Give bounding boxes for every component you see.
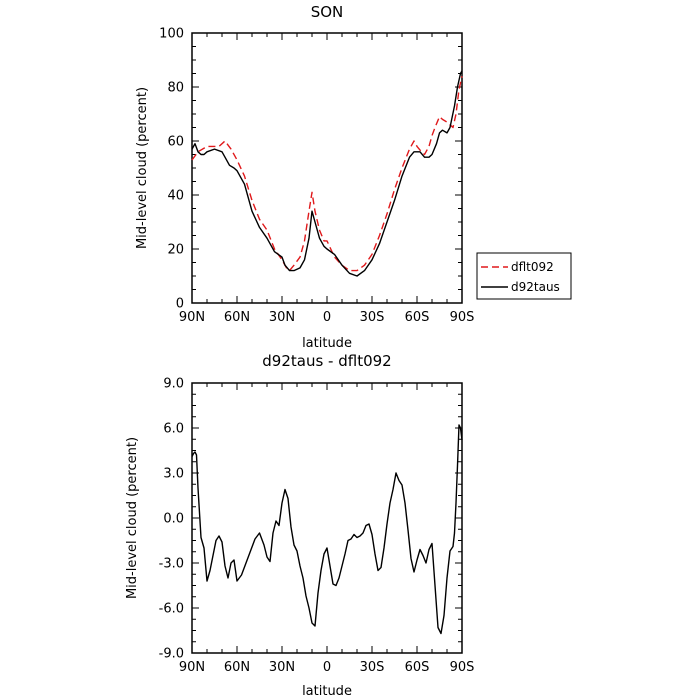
x-tick-label: 60S <box>405 310 430 325</box>
x-tick-label: 0 <box>323 660 331 675</box>
bottom-panel: d92taus - dflt092 -9.0-6.0-3.00.03.06.09… <box>125 352 474 699</box>
y-tick-label: 100 <box>159 27 184 42</box>
y-tick-label: 9.0 <box>163 377 184 392</box>
x-tick-label: 60N <box>224 310 250 325</box>
x-tick-label: 60S <box>405 660 430 675</box>
y-tick-label: -3.0 <box>159 557 184 572</box>
y-tick-label: -6.0 <box>159 602 184 617</box>
top-ylabel: Mid-level cloud (percent) <box>135 87 150 249</box>
y-tick-label: 0.0 <box>163 512 184 527</box>
x-tick-label: 0 <box>323 310 331 325</box>
y-tick-label: -9.0 <box>159 647 184 662</box>
x-tick-label: 60N <box>224 660 250 675</box>
y-tick-label: 0 <box>176 297 184 312</box>
y-tick-label: 40 <box>167 189 184 204</box>
x-tick-label: 90N <box>179 310 205 325</box>
bottom-series-lines <box>191 424 463 635</box>
top-x-ticks: 90N 60N 30N 0 30S 60S 90S <box>179 33 475 325</box>
legend-box <box>476 252 572 300</box>
bottom-xlabel: latitude <box>302 684 352 699</box>
x-tick-label: 30N <box>269 310 295 325</box>
y-tick-label: 20 <box>167 243 184 258</box>
y-tick-label: 6.0 <box>163 422 184 437</box>
legend: dflt092 d92taus <box>476 252 572 300</box>
x-tick-label: 90S <box>450 660 475 675</box>
top-panel: SON 0 20 40 60 80 100 90N 60N 30N 0 30S 60S 90S Mid… <box>135 3 572 351</box>
bottom-ylabel: Mid-level cloud (percent) <box>125 437 140 599</box>
bottom-y-ticks: -9.0 -6.0 -3.0 0.0 3.0 6.0 9.0 <box>159 377 462 662</box>
bottom-title: d92taus - dflt092 <box>262 352 391 370</box>
y-tick-label: 80 <box>167 81 184 96</box>
bottom-x-ticks: 90N 60N 30N 0 30S 60S 90S <box>179 383 475 675</box>
y-tick-label: 3.0 <box>163 467 184 482</box>
series-line-dflt092 <box>191 76 463 272</box>
x-tick-label: 30N <box>269 660 295 675</box>
top-xlabel: latitude <box>302 336 352 351</box>
series-line-series-0 <box>191 424 463 635</box>
x-tick-label: 30S <box>360 660 385 675</box>
legend-label-dflt092: dflt092 <box>511 260 554 274</box>
top-y-ticks: 0 20 40 60 80 100 <box>159 27 462 312</box>
x-tick-label: 90S <box>450 310 475 325</box>
legend-label-d92taus: d92taus <box>511 280 560 294</box>
series-line-d92taus <box>191 70 463 277</box>
y-tick-label: 60 <box>167 135 184 150</box>
x-tick-label: 30S <box>360 310 385 325</box>
x-tick-label: 90N <box>179 660 205 675</box>
top-series-lines <box>191 70 463 277</box>
top-title: SON <box>311 3 344 21</box>
